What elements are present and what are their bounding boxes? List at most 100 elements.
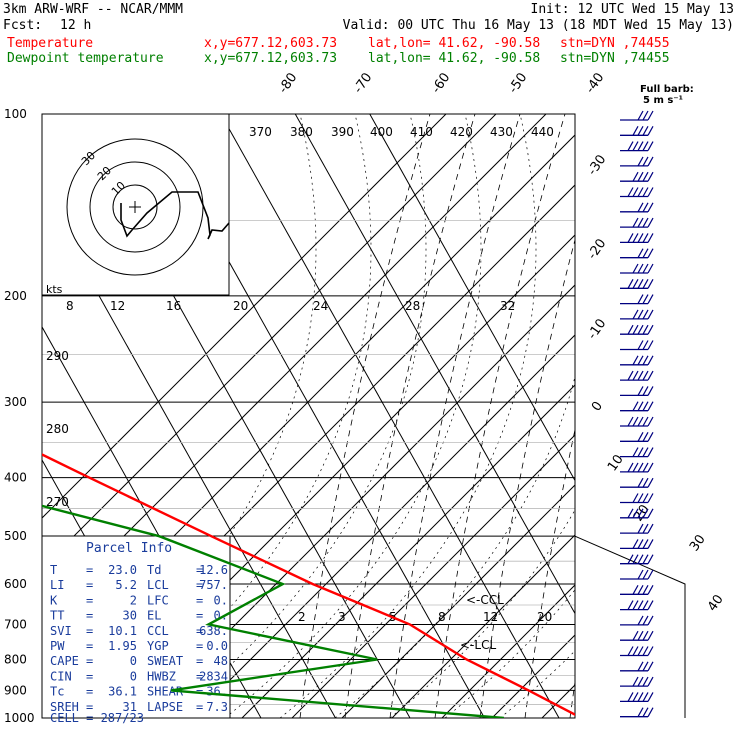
wind-barb-flag: [632, 508, 639, 519]
wind-barb-flag: [637, 110, 644, 121]
parcel-value: 12.6: [199, 563, 228, 577]
wind-barb-flag: [632, 233, 639, 243]
wind-barb-flag: [627, 233, 634, 243]
parcel-eq: =: [196, 609, 203, 623]
parcel-key: CAPE: [50, 654, 79, 668]
wind-barb-flag: [627, 279, 634, 289]
wind-barb-flag: [632, 355, 639, 366]
parcel-eq: =: [86, 669, 93, 683]
moist-adiabat: [279, 114, 537, 718]
wind-barb-flag: [632, 263, 639, 274]
isotherm-line: [369, 114, 575, 482]
wind-barb-flag: [642, 432, 649, 442]
dry-adiabat: [191, 334, 575, 718]
wind-barb-flag: [637, 324, 644, 335]
init-time: Init: 12 UTC Wed 15 May 13: [530, 2, 735, 17]
wind-barb-flag: [642, 309, 649, 320]
mixing-ratio-line: [479, 238, 575, 718]
wind-barb-flag: [637, 676, 644, 687]
parcel-eq: =: [86, 578, 93, 592]
parcel-value: 1.95: [108, 639, 137, 653]
parcel-eq: =: [86, 609, 93, 623]
parcel-eq: =: [86, 654, 93, 668]
dry-adiabat: [241, 384, 575, 718]
parcel-key: SREH: [50, 700, 79, 714]
wind-barb-flag: [647, 646, 654, 656]
wind-barb-flag: [632, 324, 639, 335]
wind-barb-flag: [637, 248, 644, 258]
wind-barb-flag: [647, 202, 654, 213]
wind-barb-flag: [642, 630, 649, 641]
wind-barb-flag: [632, 676, 639, 687]
wind-barb-flag: [642, 156, 649, 167]
mixing-ratio-line: [299, 114, 431, 718]
theta-label: 270: [46, 495, 69, 509]
parcel-eq: =: [196, 624, 203, 638]
wind-barb-flag: [642, 248, 649, 258]
wind-barb-flag: [637, 539, 644, 549]
parcel-key: K: [50, 593, 58, 607]
wind-barb-flag: [632, 447, 639, 457]
isotherm-label: 0: [589, 399, 606, 414]
wind-barb-flag: [647, 355, 654, 366]
wind-barb-flag: [642, 401, 649, 411]
wind-barb-flag: [637, 187, 644, 197]
wind-barb-flag: [647, 187, 654, 197]
parcel-value: 0: [130, 669, 137, 683]
wind-barb-flag: [647, 554, 654, 564]
wind-barb-flag: [632, 401, 639, 411]
mixing-ratio-label: 12: [483, 610, 498, 624]
parcel-key: HWBZ: [147, 669, 176, 683]
wind-barb-flag: [637, 707, 644, 717]
parcel-value: 2834: [199, 669, 228, 683]
wind-barb-flag: [637, 202, 644, 213]
wind-barb-flag: [642, 126, 649, 136]
parcel-value: 2: [130, 593, 137, 607]
wind-barb-flag: [632, 462, 639, 473]
wind-barb-flag: [637, 432, 644, 442]
parcel-value: 0.0: [206, 639, 228, 653]
theta-label: 380: [290, 125, 313, 139]
wind-barb-flag: [637, 646, 644, 656]
wind-barb-flag: [642, 493, 649, 503]
wind-barb-flag: [647, 569, 654, 580]
mixing-ratio-label: 24: [313, 299, 328, 313]
wind-barb-flag: [647, 600, 654, 610]
wind-barb-flag: [642, 523, 649, 534]
parcel-value: 0.: [214, 593, 228, 607]
parcel-value: 7.3: [206, 700, 228, 714]
wind-barb-flag: [637, 263, 644, 274]
wind-barb-flag: [647, 156, 654, 167]
wind-barb-flag: [647, 248, 654, 258]
wind-barb-flag: [637, 126, 644, 136]
parcel-value: 10.1: [108, 624, 137, 638]
wind-barb-flag: [637, 462, 644, 473]
wind-barb-flag: [637, 386, 644, 396]
legend-temperature-xy: x,y=677.12,603.73: [204, 36, 338, 51]
parcel-value: 757.: [199, 578, 228, 592]
parcel-key: YGP: [147, 639, 169, 653]
valid-time: Valid: 00 UTC Thu 16 May 13 (18 MDT Wed …: [342, 18, 734, 33]
wind-barb-flag: [627, 508, 634, 519]
wind-barb-flag: [637, 156, 644, 167]
wind-barb-flag: [637, 340, 644, 350]
wind-barb-flag: [647, 585, 654, 595]
wind-barb-flag: [637, 692, 644, 702]
mixing-ratio-label: 28: [405, 299, 420, 313]
wind-barb-flag: [637, 233, 644, 243]
wind-barb-flag: [627, 692, 634, 702]
wind-barb-flag: [647, 324, 654, 335]
wind-barb-flag: [647, 110, 654, 121]
isotherm-label: -40: [583, 70, 607, 96]
wind-barb-flag: [642, 661, 649, 672]
isotherm-label: -70: [351, 70, 375, 96]
parcel-eq: =: [86, 685, 93, 699]
wind-barb-flag: [637, 447, 644, 457]
wind-barb-flag: [647, 615, 654, 626]
parcel-eq: =: [86, 563, 93, 577]
wind-barb-flag: [627, 187, 634, 197]
legend-dewpoint-xy: x,y=677.12,603.73: [204, 51, 338, 66]
isotherm-label: 40: [705, 592, 727, 614]
isotherm-label: -20: [585, 236, 609, 262]
dry-adiabat: [391, 534, 575, 718]
